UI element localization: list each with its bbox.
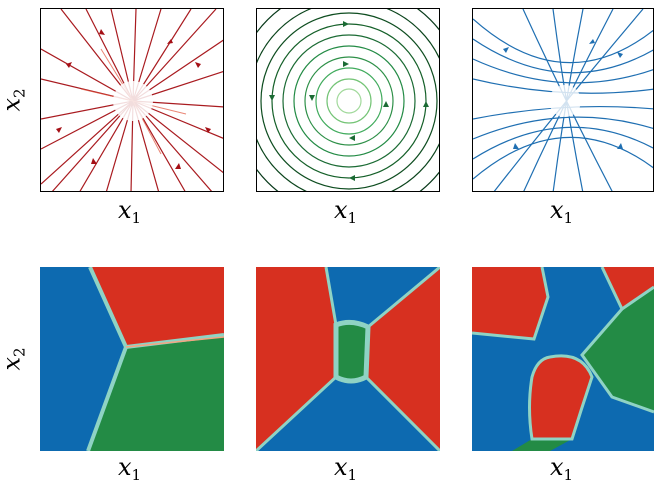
region-map (472, 267, 654, 451)
plot-frame (40, 8, 224, 192)
plot-frame (256, 8, 440, 192)
rotation-streamplot (257, 9, 439, 191)
x-axis-label: x1 (550, 453, 574, 484)
y-axis-label: x2 (0, 88, 29, 112)
x-axis-label: x1 (334, 453, 358, 484)
x-axis-label: x1 (118, 453, 142, 484)
region-plot (472, 267, 654, 451)
x-axis-label: x1 (550, 196, 574, 227)
region-plot (40, 267, 224, 451)
x-axis-label: x1 (118, 196, 142, 227)
x-axis-label: x1 (334, 196, 358, 227)
y-axis-label: x2 (0, 347, 29, 371)
source-streamplot (41, 9, 223, 191)
region-map (256, 267, 440, 451)
region-plot (256, 267, 440, 451)
region-map (40, 267, 224, 451)
saddle-streamplot (473, 9, 653, 191)
plot-frame (472, 8, 654, 192)
